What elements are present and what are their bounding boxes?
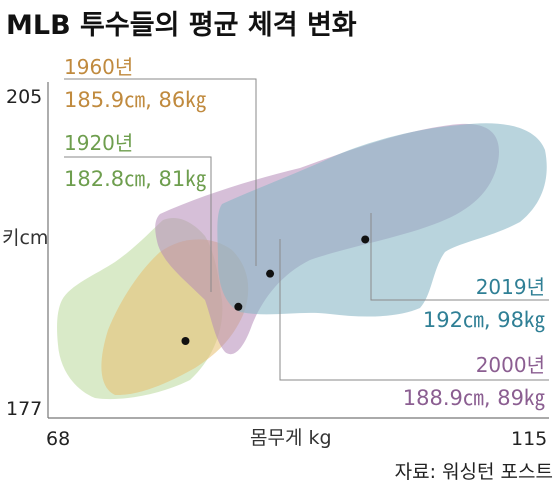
label-value-2000: 188.9㎝, 89㎏ bbox=[403, 386, 545, 411]
x-tick-right: 115 bbox=[511, 428, 547, 450]
point-2000년 bbox=[266, 269, 275, 278]
x-tick-left: 68 bbox=[46, 428, 70, 450]
y-tick-top: 205 bbox=[6, 86, 42, 108]
label-year-2019: 2019년 bbox=[476, 275, 545, 299]
label-year-1960: 1960년 bbox=[64, 55, 133, 79]
chart-title: MLB 투수들의 평균 체격 변화 bbox=[6, 10, 357, 41]
label-year-1920: 1920년 bbox=[64, 131, 133, 155]
point-1960년 bbox=[234, 302, 243, 311]
label-value-2019: 192㎝, 98㎏ bbox=[423, 308, 545, 333]
label-year-2000: 2000년 bbox=[476, 353, 545, 377]
source-text: 자료: 워싱턴 포스트 bbox=[395, 461, 553, 483]
cloud-2019 bbox=[217, 123, 547, 317]
label-value-1920: 182.8㎝, 81㎏ bbox=[64, 167, 206, 192]
leader-2000 bbox=[279, 239, 549, 381]
data-points bbox=[181, 235, 370, 345]
leader-1920 bbox=[64, 156, 212, 292]
y-tick-bottom: 177 bbox=[6, 398, 42, 420]
x-axis-label: 몸무게 kg bbox=[250, 427, 332, 449]
leader-1960 bbox=[64, 78, 257, 266]
y-axis-label: 키cm bbox=[2, 227, 48, 249]
distribution-clouds bbox=[57, 123, 547, 400]
label-value-1960: 185.9㎝, 86㎏ bbox=[64, 88, 206, 113]
point-2019년 bbox=[361, 235, 370, 244]
leader-lines bbox=[64, 78, 549, 381]
axes bbox=[47, 82, 549, 419]
point-1920년 bbox=[181, 336, 190, 345]
leader-2019 bbox=[370, 213, 549, 301]
